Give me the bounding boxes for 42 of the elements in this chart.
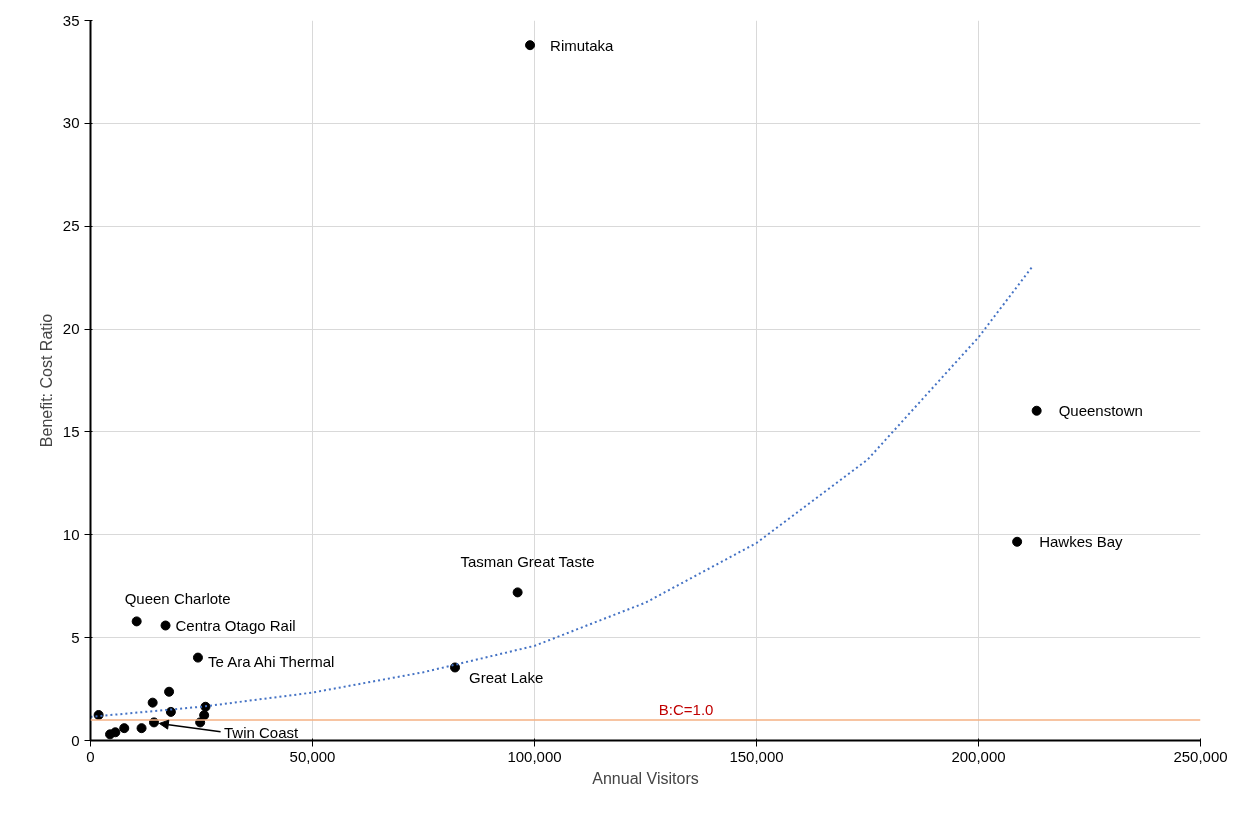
point: [160, 620, 171, 631]
point: [119, 723, 130, 734]
point: [192, 652, 203, 663]
point: [164, 686, 175, 697]
y-tick-label: 25: [62, 217, 80, 235]
y-tick-label: 30: [62, 114, 80, 132]
point: [110, 727, 121, 738]
point: [1031, 405, 1042, 416]
y-tick-label: 20: [62, 320, 80, 338]
ref-line-label: B:C=1.0: [658, 700, 714, 718]
x-tick-label: 200,000: [951, 747, 1006, 765]
line-series: [90, 266, 1033, 718]
x-tick-label: 250,000: [1173, 747, 1228, 765]
annotation: Hawkes Bay: [1039, 533, 1123, 551]
y-tick-label: 10: [62, 525, 80, 543]
annotation: Queenstown: [1058, 402, 1143, 420]
point: [165, 706, 176, 717]
point: [525, 40, 536, 51]
y-tick-label: 5: [71, 628, 80, 646]
annotation: Great Lake: [469, 668, 544, 686]
y-tick-label: 35: [62, 11, 80, 29]
annotation: Twin Coast: [223, 723, 300, 741]
y-tick-label: 15: [62, 422, 80, 440]
point: [131, 616, 142, 627]
point: [512, 587, 523, 598]
annotation: Queen Charlote: [124, 590, 231, 608]
x-tick-label: 0: [86, 747, 95, 765]
x-tick-label: 150,000: [729, 747, 784, 765]
point: [450, 662, 461, 673]
point: [136, 723, 147, 734]
x-axis-title: Annual Visitors: [592, 769, 699, 787]
point: [1012, 536, 1023, 547]
annotation: Centra Otago Rail: [175, 617, 296, 635]
annotation: Tasman Great Taste: [460, 553, 595, 571]
y-tick-label: 0: [71, 731, 80, 749]
y-axis-title: Benefit: Cost Ratio: [37, 313, 55, 448]
annotation: Te Ara Ahi Thermal: [207, 653, 335, 671]
x-tick-label: 50,000: [289, 747, 336, 765]
point: [147, 697, 158, 708]
x-tick-label: 100,000: [507, 747, 562, 765]
annotation: Rimutaka: [550, 36, 615, 54]
point: [200, 701, 211, 712]
